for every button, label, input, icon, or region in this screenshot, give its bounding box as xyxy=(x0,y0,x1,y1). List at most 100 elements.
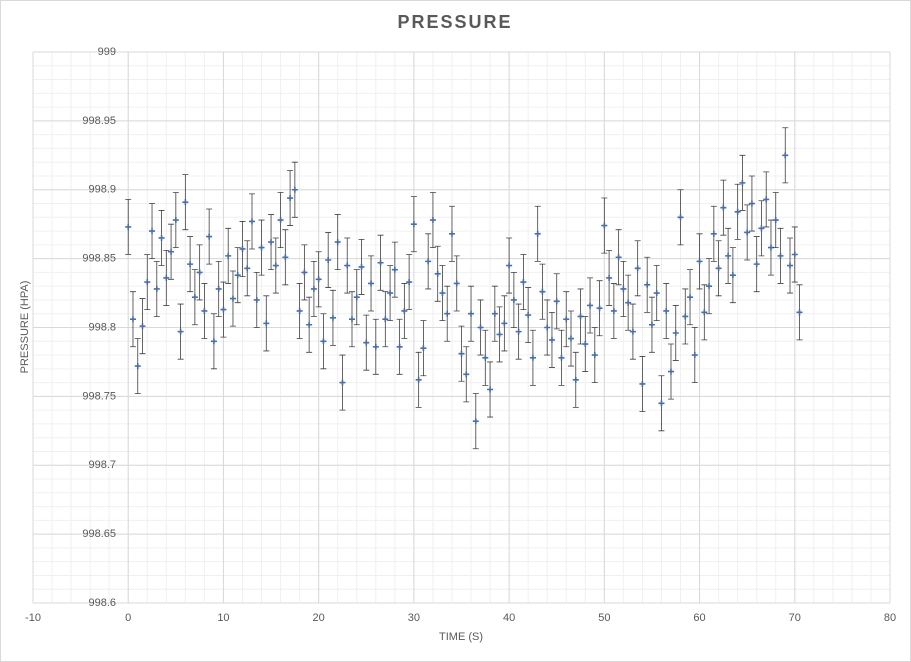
marker xyxy=(539,288,546,295)
marker xyxy=(791,251,798,258)
marker xyxy=(491,310,498,317)
marker xyxy=(172,217,179,224)
x-tick-label: 10 xyxy=(217,612,229,624)
marker xyxy=(144,279,151,286)
marker xyxy=(620,285,627,292)
x-tick-label: 50 xyxy=(598,612,610,624)
y-tick-label: 998.65 xyxy=(82,528,116,540)
marker xyxy=(258,244,265,251)
y-tick-label: 998.6 xyxy=(88,597,116,609)
marker xyxy=(125,223,132,230)
x-tick-label: 80 xyxy=(884,612,896,624)
marker xyxy=(239,245,246,252)
x-tick-label: 0 xyxy=(125,612,131,624)
marker xyxy=(487,386,494,393)
marker xyxy=(425,258,432,265)
marker xyxy=(377,259,384,266)
marker xyxy=(787,262,794,269)
marker xyxy=(548,336,555,343)
marker xyxy=(696,258,703,265)
marker xyxy=(415,376,422,383)
x-tick-label: -10 xyxy=(25,612,41,624)
marker xyxy=(534,230,541,237)
marker xyxy=(648,321,655,328)
marker xyxy=(682,313,689,320)
marker xyxy=(553,298,560,305)
marker xyxy=(358,263,365,270)
marker xyxy=(229,295,236,302)
y-axis-label: PRESSURE (HPA) xyxy=(19,281,31,374)
marker xyxy=(515,328,522,335)
marker xyxy=(263,320,270,327)
marker xyxy=(606,274,613,281)
marker xyxy=(444,310,451,317)
marker xyxy=(139,323,146,330)
marker xyxy=(729,272,736,279)
marker xyxy=(168,248,175,255)
marker xyxy=(287,195,294,202)
marker xyxy=(601,222,608,229)
marker xyxy=(510,296,517,303)
marker xyxy=(353,294,360,301)
marker xyxy=(315,276,322,283)
marker xyxy=(610,307,617,314)
marker xyxy=(691,352,698,359)
marker xyxy=(210,338,217,345)
marker xyxy=(225,252,232,259)
marker xyxy=(710,230,717,237)
marker xyxy=(206,233,213,240)
marker xyxy=(472,418,479,425)
marker xyxy=(748,200,755,207)
marker xyxy=(149,228,156,235)
marker xyxy=(306,321,313,328)
marker xyxy=(477,324,484,331)
marker xyxy=(468,310,475,317)
marker xyxy=(663,307,670,314)
marker xyxy=(391,266,398,273)
marker xyxy=(348,316,355,323)
marker xyxy=(458,350,465,357)
marker xyxy=(368,280,375,287)
marker xyxy=(282,254,289,261)
marker xyxy=(596,305,603,312)
marker xyxy=(249,218,256,225)
marker xyxy=(344,262,351,269)
y-tick-label: 998.8 xyxy=(88,321,116,333)
marker xyxy=(320,338,327,345)
marker xyxy=(310,285,317,292)
marker xyxy=(439,290,446,297)
marker xyxy=(544,324,551,331)
x-tick-label: 40 xyxy=(503,612,515,624)
marker xyxy=(725,252,732,259)
marker xyxy=(568,335,575,342)
marker xyxy=(687,294,694,301)
marker xyxy=(658,400,665,407)
marker xyxy=(482,354,489,361)
marker xyxy=(187,261,194,268)
marker xyxy=(744,229,751,236)
marker xyxy=(629,328,636,335)
marker xyxy=(363,339,370,346)
x-tick-label: 60 xyxy=(693,612,705,624)
marker xyxy=(420,345,427,352)
marker xyxy=(525,312,532,319)
marker xyxy=(382,316,389,323)
marker xyxy=(506,262,513,269)
marker xyxy=(291,186,298,193)
marker xyxy=(268,239,275,246)
marker xyxy=(244,265,251,272)
marker xyxy=(501,320,508,327)
marker xyxy=(587,302,594,309)
marker xyxy=(234,272,241,279)
marker xyxy=(396,343,403,350)
marker xyxy=(677,214,684,221)
y-tick-label: 999 xyxy=(98,46,116,58)
marker xyxy=(429,217,436,224)
marker xyxy=(706,283,713,290)
marker xyxy=(572,376,579,383)
marker xyxy=(715,265,722,272)
marker xyxy=(615,254,622,261)
marker xyxy=(177,328,184,335)
marker xyxy=(734,208,741,215)
